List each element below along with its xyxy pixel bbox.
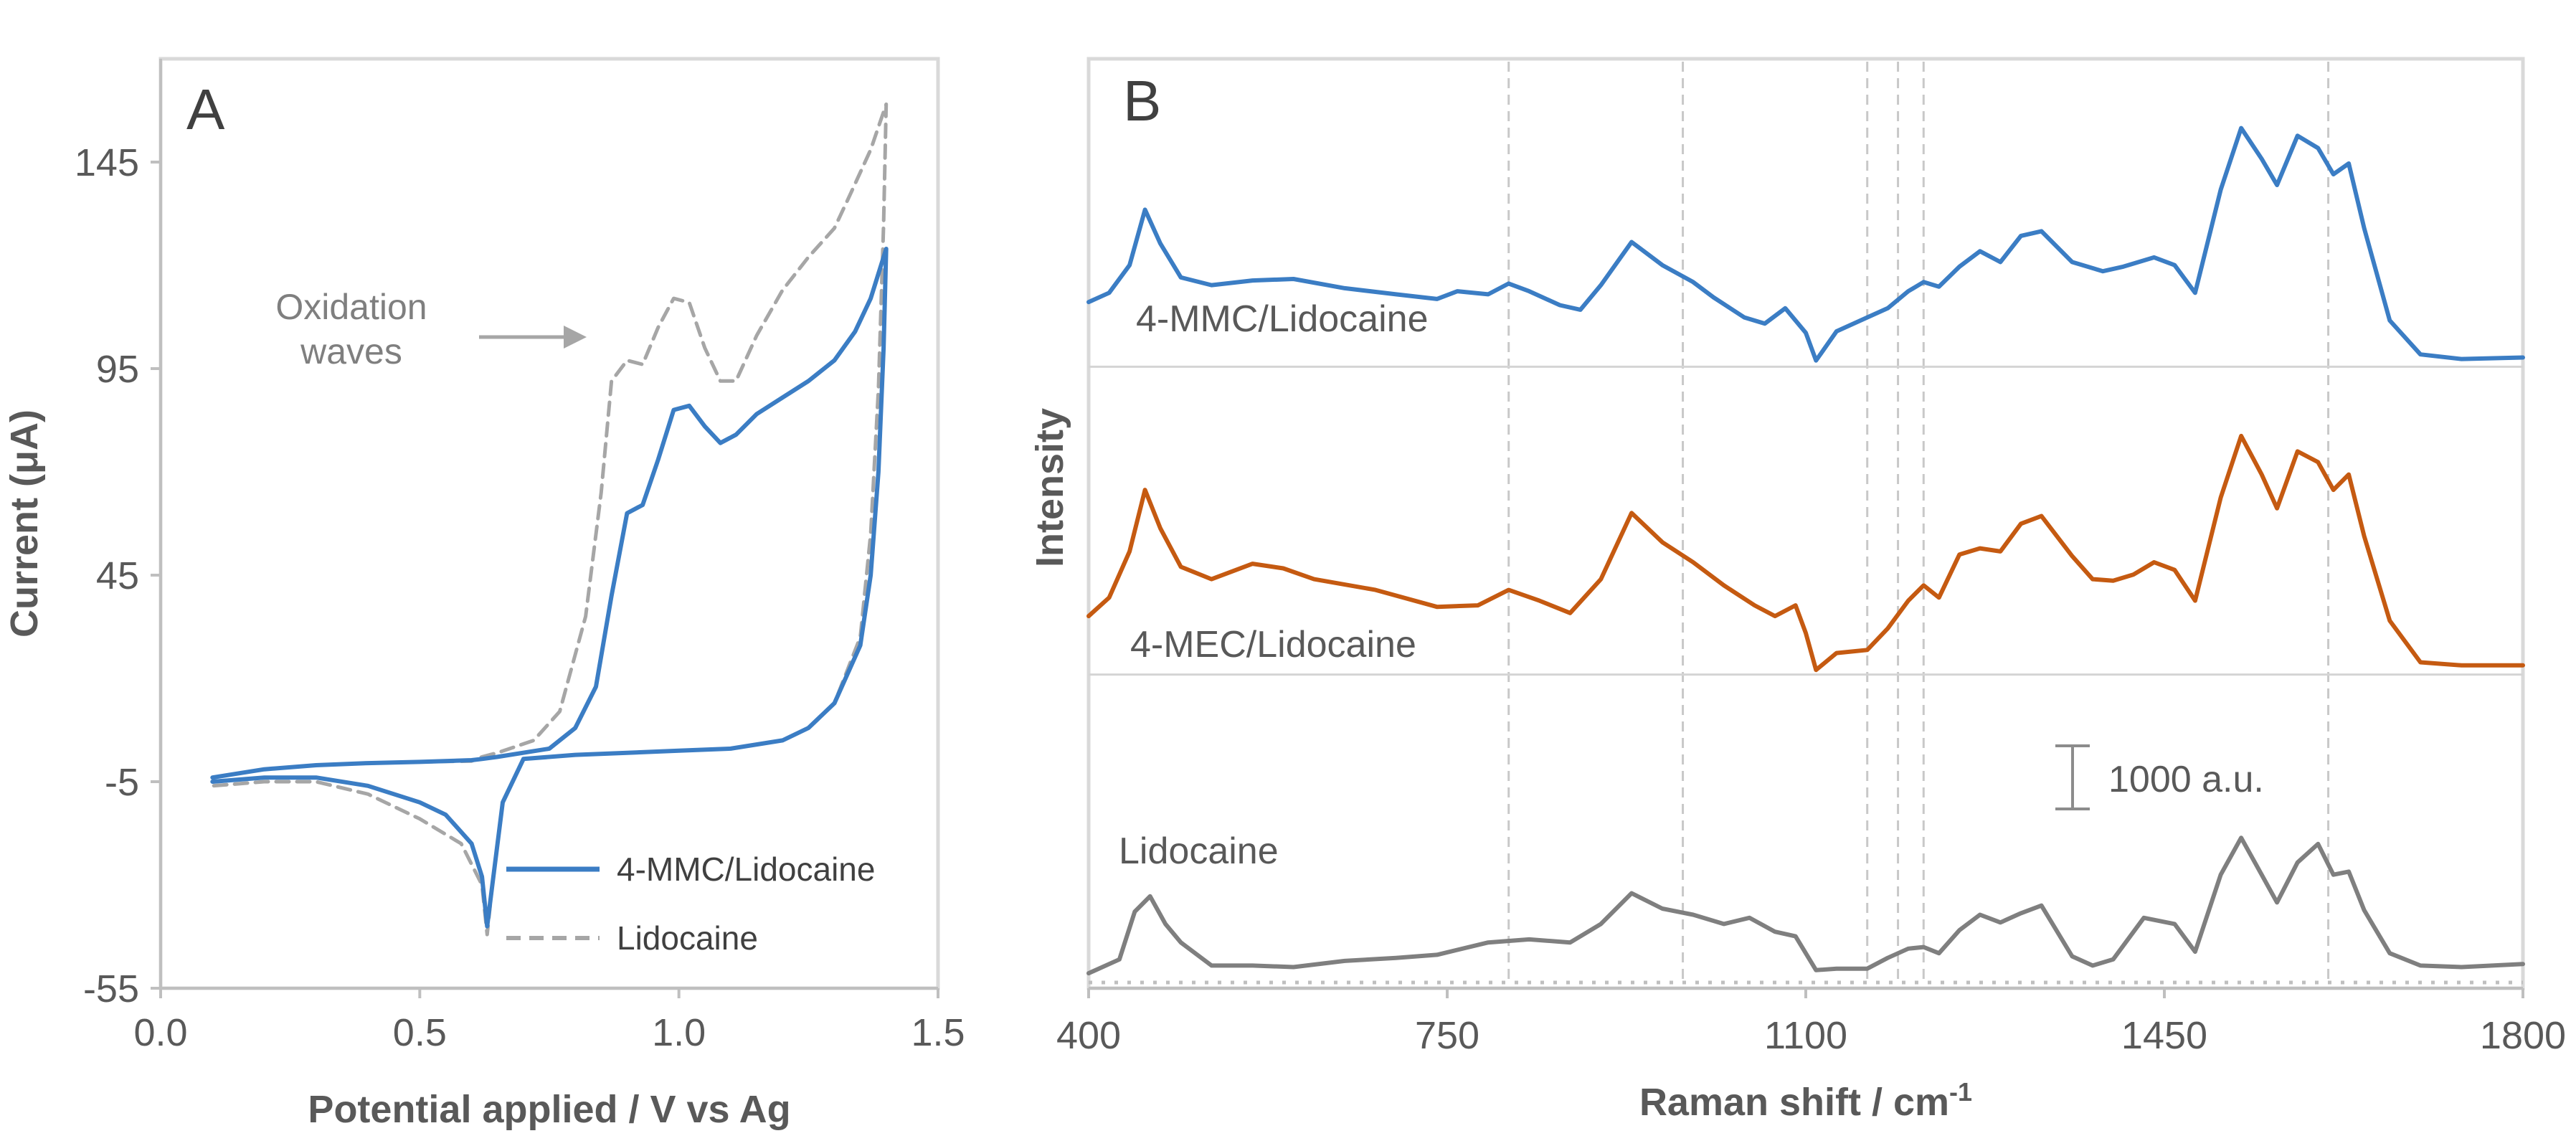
panel-b-x-ticks: 400 750 1100 1450 1800 [1056, 988, 2566, 1057]
panel-b-line-lidocaine [1086, 835, 2525, 976]
panel-b-x-tick-label: 750 [1415, 1014, 1479, 1057]
panel-b-letter: B [1123, 69, 1161, 133]
panel-b-baselines [1089, 365, 2523, 985]
panel-a-legend: 4-MMC/Lidocaine Lidocaine [506, 851, 875, 957]
scale-bar-label: 1000 a.u. [2108, 759, 2264, 800]
panel-b-x-axis-title-text: Raman shift / cm [1639, 1081, 1949, 1124]
oxidation-annotation: Oxidation waves [275, 287, 587, 371]
panel-b-line-4-mmc-lidocaine [1086, 126, 2525, 363]
panel-b-y-axis-title: Intensity [1028, 408, 1071, 567]
panel-b-x-tick-label: 1800 [2480, 1014, 2566, 1057]
panel-a-x-tick-label: 1.5 [911, 1011, 965, 1054]
series-label-lidocaine: Lidocaine [1119, 830, 1279, 872]
oxidation-label-line1: Oxidation [275, 287, 427, 327]
panel-a-y-tick-label: -55 [83, 967, 139, 1010]
panel-b-line-4-mec-lidocaine [1086, 433, 2525, 673]
panel-b-x-axis-title: Raman shift / cm-1 [1639, 1077, 1972, 1124]
panel-a-letter: A [186, 77, 225, 141]
panel-b-reference-lines [1507, 62, 2330, 985]
panel-a-line-lidocaine [210, 102, 889, 937]
panel-a-x-ticks: 0.0 0.5 1.0 1.5 [133, 988, 965, 1054]
panel-b-frame [1086, 57, 2525, 990]
legend-label-4mmc: 4-MMC/Lidocaine [617, 851, 875, 888]
oxidation-arrow-head [564, 326, 587, 349]
panel-a-x-tick-label: 0.5 [393, 1011, 447, 1054]
oxidation-label-line2: waves [300, 331, 402, 371]
panel-b-series [1086, 126, 2525, 976]
panel-a-frame [158, 57, 940, 990]
panel-b: B 400 750 1100 1450 1800 4-MMC/Lidocaine 4-M… [1028, 57, 2566, 1124]
panel-a-x-axis-title: Potential applied / V vs Ag [308, 1088, 790, 1131]
series-label-4mec: 4-MEC/Lidocaine [1130, 624, 1416, 666]
scale-bar: 1000 a.u. [2055, 744, 2264, 810]
panel-b-x-axis-title-sup: -1 [1949, 1077, 1972, 1107]
panel-b-x-tick-label: 400 [1056, 1014, 1121, 1057]
panel-a: A -55 -5 45 95 145 0.0 0.5 1.0 1.5 Potential ap… [3, 57, 965, 1131]
legend-label-lidocaine: Lidocaine [617, 919, 758, 957]
panel-a-line-4-mmc-lidocaine [210, 247, 889, 929]
panel-a-x-tick-label: 0.0 [133, 1011, 187, 1054]
panel-a-y-axis-title: Current (μA) [3, 409, 46, 638]
panel-a-y-tick-label: 145 [75, 141, 139, 184]
panel-a-x-tick-label: 1.0 [652, 1011, 706, 1054]
panel-a-y-tick-label: 45 [96, 554, 139, 597]
panel-b-x-tick-label: 1100 [1764, 1014, 1847, 1057]
panel-a-y-tick-label: 95 [96, 348, 139, 391]
panel-a-y-ticks: -55 -5 45 95 145 [75, 141, 161, 1010]
panel-a-series [210, 102, 889, 937]
panel-a-y-tick-label: -5 [105, 761, 139, 804]
series-label-4mmc: 4-MMC/Lidocaine [1136, 298, 1429, 340]
panel-b-x-tick-label: 1450 [2121, 1014, 2207, 1057]
